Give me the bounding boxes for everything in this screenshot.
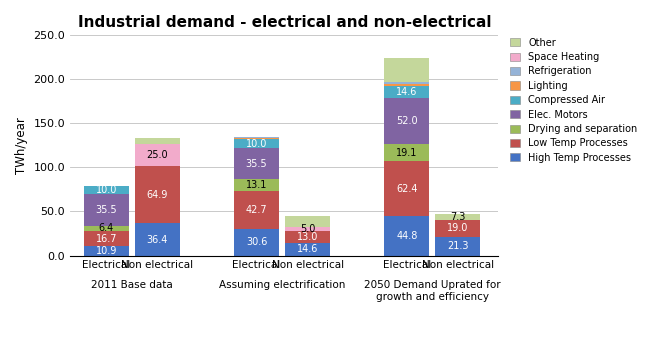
Text: 10.0: 10.0 (96, 185, 117, 195)
Bar (84, 246, 129, 256)
Text: 6.4: 6.4 (99, 223, 114, 233)
Text: 42.7: 42.7 (246, 205, 267, 215)
Text: 64.9: 64.9 (147, 190, 168, 200)
Text: Assuming electrification: Assuming electrification (219, 280, 345, 290)
Text: 19.0: 19.0 (447, 223, 468, 233)
Bar (436, 220, 480, 237)
Bar (234, 191, 279, 229)
Text: 30.6: 30.6 (246, 237, 267, 247)
Text: 21.3: 21.3 (447, 241, 468, 251)
Bar (234, 229, 279, 256)
Text: 44.8: 44.8 (396, 231, 417, 241)
Bar (384, 216, 429, 256)
Title: Industrial demand - electrical and non-electrical: Industrial demand - electrical and non-e… (77, 15, 491, 30)
Bar (84, 225, 129, 231)
Bar (285, 216, 330, 227)
Text: 52.0: 52.0 (396, 116, 418, 126)
Bar (285, 243, 330, 256)
Bar (84, 186, 129, 194)
Text: 35.5: 35.5 (246, 159, 267, 169)
Text: 13.1: 13.1 (246, 180, 267, 190)
Text: 16.7: 16.7 (96, 234, 117, 244)
Text: 2050 Demand Uprated for
growth and efficiency: 2050 Demand Uprated for growth and effic… (364, 280, 500, 302)
Bar (384, 84, 429, 86)
Bar (135, 166, 180, 224)
Bar (234, 139, 279, 148)
Text: 13.0: 13.0 (297, 232, 318, 242)
Bar (135, 144, 180, 166)
Bar (234, 138, 279, 139)
Text: 14.6: 14.6 (297, 244, 318, 254)
Text: 5.0: 5.0 (300, 224, 315, 234)
Bar (135, 138, 180, 144)
Text: 14.6: 14.6 (396, 87, 417, 97)
Bar (384, 86, 429, 98)
Bar (234, 137, 279, 138)
Bar (436, 237, 480, 256)
Y-axis label: TWh/year: TWh/year (15, 117, 28, 174)
Text: 10.9: 10.9 (96, 246, 117, 256)
Bar (384, 161, 429, 216)
Text: 25.0: 25.0 (147, 150, 168, 160)
Bar (384, 98, 429, 144)
Bar (384, 144, 429, 161)
Bar (135, 224, 180, 256)
Bar (384, 82, 429, 84)
Text: 7.3: 7.3 (450, 212, 466, 222)
Bar (234, 148, 279, 180)
Text: 36.4: 36.4 (147, 234, 168, 244)
Legend: Other, Space Heating, Refrigeration, Lighting, Compressed Air, Elec. Motors, Dry: Other, Space Heating, Refrigeration, Lig… (508, 36, 639, 165)
Bar (384, 58, 429, 82)
Bar (285, 227, 330, 231)
Text: 62.4: 62.4 (396, 183, 417, 194)
Text: 2011 Base data: 2011 Base data (91, 280, 173, 290)
Bar (84, 194, 129, 225)
Text: 35.5: 35.5 (96, 205, 117, 215)
Bar (436, 214, 480, 220)
Bar (285, 231, 330, 243)
Bar (234, 180, 279, 191)
Text: 10.0: 10.0 (246, 139, 267, 149)
Bar (84, 231, 129, 246)
Text: 19.1: 19.1 (396, 148, 417, 158)
